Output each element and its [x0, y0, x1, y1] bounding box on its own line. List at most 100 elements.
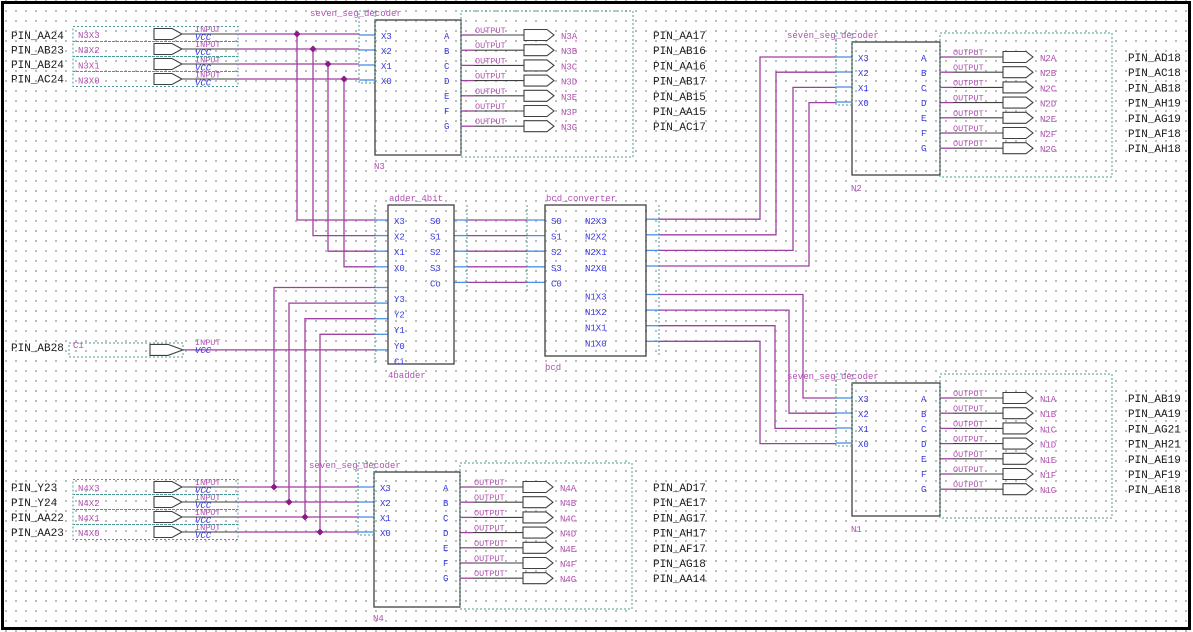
svg-text:PIN_AA15: PIN_AA15	[653, 107, 706, 119]
svg-text:seven_seg_decoder: seven_seg_decoder	[787, 372, 879, 382]
svg-text:PIN_AA23: PIN_AA23	[11, 528, 64, 540]
svg-text:N3F: N3F	[561, 108, 577, 118]
svg-text:N3A: N3A	[561, 32, 578, 42]
svg-text:bcd_converter: bcd_converter	[546, 194, 616, 204]
svg-text:S3: S3	[430, 264, 441, 274]
svg-text:N1X2: N1X2	[585, 308, 607, 318]
svg-text:C: C	[444, 62, 450, 72]
svg-text:N2G: N2G	[1040, 145, 1056, 155]
svg-text:N4X2: N4X2	[78, 499, 100, 509]
svg-text:C: C	[443, 514, 449, 524]
svg-text:OUTPUT: OUTPUT	[953, 389, 984, 399]
svg-text:PIN_AB19: PIN_AB19	[1128, 394, 1181, 406]
svg-text:4badder: 4badder	[388, 371, 426, 381]
svg-text:N4F: N4F	[560, 560, 576, 570]
svg-text:PIN_AB17: PIN_AB17	[653, 77, 706, 89]
svg-text:Y1: Y1	[394, 326, 405, 336]
svg-text:N1X3: N1X3	[585, 293, 607, 303]
svg-text:OUTPUT: OUTPUT	[475, 72, 506, 82]
svg-text:N1X1: N1X1	[585, 324, 607, 334]
svg-text:PIN_AG18: PIN_AG18	[653, 559, 706, 571]
svg-text:N3X0: N3X0	[78, 77, 100, 87]
svg-text:OUTPUT: OUTPUT	[475, 87, 506, 97]
svg-text:OUTPUT: OUTPUT	[953, 63, 984, 73]
svg-text:N1B: N1B	[1040, 410, 1057, 420]
svg-text:A: A	[921, 395, 927, 405]
svg-text:PIN_Y23: PIN_Y23	[11, 483, 57, 495]
svg-text:C: C	[921, 84, 927, 94]
svg-text:X1: X1	[381, 62, 392, 72]
svg-text:N1X0: N1X0	[585, 339, 607, 349]
svg-text:N1D: N1D	[1040, 441, 1056, 451]
svg-text:G: G	[921, 485, 926, 495]
svg-text:PIN_AH18: PIN_AH18	[1128, 144, 1181, 156]
svg-text:N2X2: N2X2	[585, 233, 607, 243]
svg-text:PIN_AC17: PIN_AC17	[653, 122, 706, 134]
svg-text:PIN_Y24: PIN_Y24	[11, 498, 58, 510]
svg-text:OUTPUT: OUTPUT	[475, 102, 506, 112]
svg-text:D: D	[444, 77, 449, 87]
svg-text:VCC: VCC	[195, 63, 212, 73]
svg-text:N2X1: N2X1	[585, 248, 607, 258]
svg-text:X3: X3	[381, 32, 392, 42]
svg-text:VCC: VCC	[195, 48, 212, 58]
svg-text:N4: N4	[373, 614, 384, 624]
svg-text:PIN_AB18: PIN_AB18	[1128, 83, 1181, 95]
svg-text:N1G: N1G	[1040, 486, 1056, 496]
svg-text:seven_seg_decoder: seven_seg_decoder	[787, 31, 879, 41]
svg-text:N2B: N2B	[1040, 69, 1057, 79]
svg-text:OUTPUT: OUTPUT	[953, 124, 984, 134]
svg-text:adder_4bit: adder_4bit	[389, 194, 443, 204]
svg-text:OUTPUT: OUTPUT	[953, 109, 984, 119]
svg-text:VCC: VCC	[195, 346, 212, 356]
svg-text:N2X0: N2X0	[585, 264, 607, 274]
svg-text:X0: X0	[381, 77, 392, 87]
svg-text:Y3: Y3	[394, 295, 405, 305]
svg-text:OUTPUT: OUTPUT	[474, 478, 505, 488]
svg-text:N4D: N4D	[560, 530, 576, 540]
svg-text:F: F	[921, 470, 926, 480]
svg-text:PIN_AG17: PIN_AG17	[653, 513, 706, 525]
svg-text:OUTPUT: OUTPUT	[475, 41, 506, 51]
svg-text:N3X1: N3X1	[78, 61, 100, 71]
svg-text:N4A: N4A	[560, 484, 577, 494]
svg-text:OUTPUT: OUTPUT	[953, 48, 984, 58]
svg-text:S0: S0	[551, 217, 562, 227]
svg-text:OUTPUT: OUTPUT	[953, 419, 984, 429]
svg-text:B: B	[444, 47, 450, 57]
svg-text:N4X0: N4X0	[78, 529, 100, 539]
svg-text:N4E: N4E	[560, 545, 576, 555]
svg-text:X0: X0	[394, 264, 405, 274]
svg-text:G: G	[444, 122, 449, 132]
svg-text:PIN_AB15: PIN_AB15	[653, 92, 706, 104]
svg-text:A: A	[443, 484, 449, 494]
svg-text:OUTPUT: OUTPUT	[475, 117, 506, 127]
svg-text:F: F	[444, 107, 449, 117]
svg-text:OUTPUT: OUTPUT	[474, 508, 505, 518]
svg-text:N1F: N1F	[1040, 471, 1056, 481]
svg-text:PIN_AE18: PIN_AE18	[1128, 485, 1181, 497]
svg-text:F: F	[921, 129, 926, 139]
svg-text:PIN_AC24: PIN_AC24	[11, 75, 64, 87]
svg-text:PIN_AB23: PIN_AB23	[11, 46, 64, 58]
svg-text:D: D	[921, 440, 926, 450]
svg-text:X0: X0	[858, 440, 869, 450]
svg-text:S0: S0	[430, 217, 441, 227]
svg-text:OUTPUT: OUTPUT	[953, 480, 984, 490]
svg-text:VCC: VCC	[195, 486, 212, 496]
svg-text:N3E: N3E	[561, 93, 577, 103]
svg-text:E: E	[921, 455, 926, 465]
svg-text:PIN_AA22: PIN_AA22	[11, 513, 64, 525]
svg-text:X0: X0	[380, 529, 391, 539]
svg-text:N3X3: N3X3	[78, 31, 100, 41]
svg-text:OUTPUT: OUTPUT	[475, 26, 506, 36]
svg-text:N4X3: N4X3	[78, 484, 100, 494]
svg-text:D: D	[921, 99, 926, 109]
svg-text:X2: X2	[381, 47, 392, 57]
svg-text:PIN_AG19: PIN_AG19	[1128, 114, 1181, 126]
svg-text:S1: S1	[430, 233, 441, 243]
svg-text:Ci: Ci	[73, 341, 84, 351]
svg-text:PIN_AC18: PIN_AC18	[1128, 68, 1181, 80]
svg-text:OUTPUT: OUTPUT	[474, 524, 505, 534]
svg-text:Co: Co	[430, 279, 441, 289]
